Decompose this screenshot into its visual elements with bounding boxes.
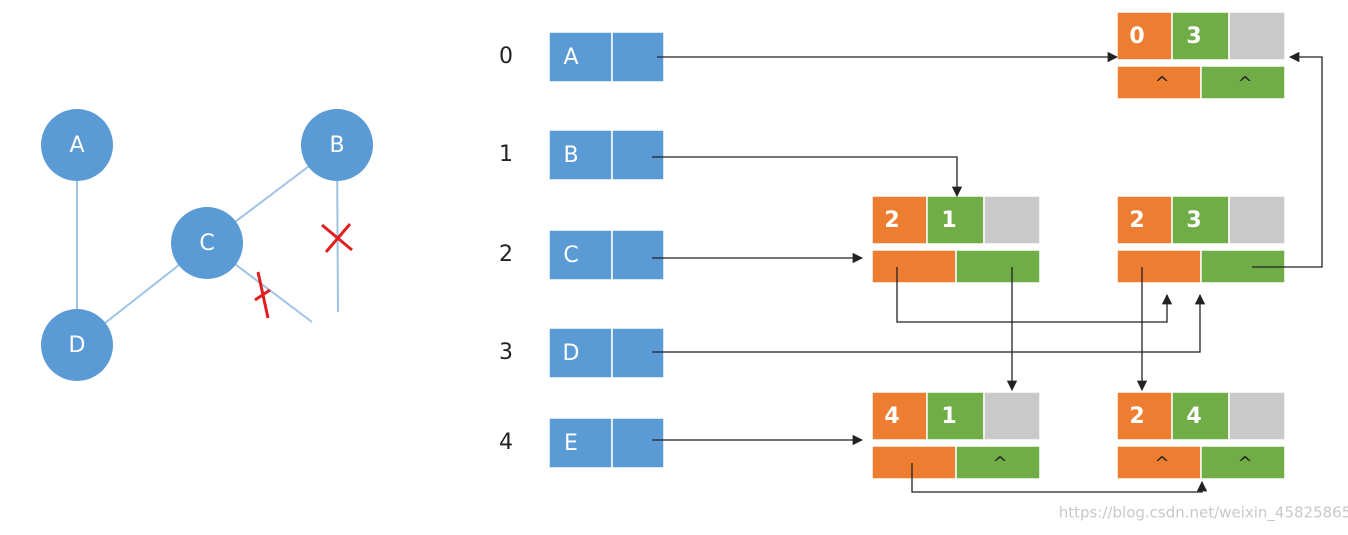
- row-index: 0: [499, 44, 513, 69]
- vertex-cell: [548, 229, 613, 281]
- pointer-cell: [611, 417, 665, 469]
- arrow: [652, 156, 963, 198]
- vertex-cell-label: A: [563, 45, 578, 70]
- vertex-label: C: [199, 231, 214, 256]
- edge-cell: [1116, 445, 1202, 480]
- jvex: 1: [941, 208, 956, 233]
- vertex-label: A: [69, 133, 84, 158]
- vertex-label: D: [69, 333, 86, 358]
- ivex: 2: [1129, 404, 1144, 429]
- edge-cell: [1228, 391, 1286, 441]
- jlink: ^: [992, 453, 1007, 474]
- row-index: 3: [499, 340, 513, 365]
- vertex-cell-label: D: [563, 341, 580, 366]
- edge-cell: [1171, 11, 1230, 61]
- pointer-cell: [611, 31, 665, 83]
- vertex-circle: [171, 207, 243, 279]
- ivex: 2: [884, 208, 899, 233]
- edge-cell: [871, 249, 957, 284]
- edge-nodes: 0 3 ^ ^ 2 1 2 3 4 1 ^ 2 4 ^ ^: [871, 11, 1286, 480]
- vertex-label: B: [329, 133, 344, 158]
- jlink: ^: [1237, 73, 1252, 94]
- row-index: 4: [499, 430, 513, 455]
- ilink: ^: [1154, 453, 1169, 474]
- jlink: ^: [1237, 453, 1252, 474]
- jvex: 3: [1186, 24, 1201, 49]
- ivex: 4: [884, 404, 899, 429]
- cross-mark: [321, 223, 353, 253]
- vertex-circle: [41, 309, 113, 381]
- ivex: 2: [1129, 208, 1144, 233]
- edge-cell: [955, 445, 1041, 480]
- edge-cell: [1200, 445, 1286, 480]
- edge-cell: [1116, 195, 1173, 245]
- vertex-cell-label: E: [564, 431, 578, 456]
- edge-cell: [1116, 249, 1202, 284]
- vertex-cell: [548, 129, 613, 181]
- row-index: 1: [499, 142, 513, 167]
- edge-cell: [1228, 11, 1286, 61]
- adjacency-list: 0 A 1 B 2 C 3 D 4 E: [499, 31, 665, 469]
- vertex-cell: [548, 327, 613, 379]
- edge-cell: [955, 249, 1041, 284]
- graph-nodes: A B C D: [41, 109, 373, 381]
- pointer-cell: [611, 327, 665, 379]
- edge-cell: [983, 391, 1041, 441]
- arrow: [911, 463, 1208, 493]
- edge-cell: [1116, 11, 1173, 61]
- vertex-cell-label: B: [563, 143, 578, 168]
- vertex-circle: [301, 109, 373, 181]
- edge-cell: [1171, 391, 1230, 441]
- cross-mark: [254, 271, 271, 319]
- vertex-circle: [41, 109, 113, 181]
- arrow: [896, 267, 1173, 323]
- watermark: https://blog.csdn.net/weixin_45825865: [1059, 504, 1348, 523]
- jvex: 4: [1186, 404, 1201, 429]
- edge-cell: [1116, 65, 1202, 100]
- jvex: 1: [941, 404, 956, 429]
- edge-cell: [871, 445, 957, 480]
- edge-cell: [926, 391, 985, 441]
- ilink: ^: [1154, 73, 1169, 94]
- vertex-cell-label: C: [563, 243, 578, 268]
- arrows: [652, 51, 1323, 493]
- arrow: [1252, 51, 1323, 268]
- row-index: 2: [499, 242, 513, 267]
- vertex-cell: [548, 417, 613, 469]
- edge-cell: [1200, 65, 1286, 100]
- jvex: 3: [1186, 208, 1201, 233]
- arrow: [652, 293, 1206, 353]
- pointer-cell: [611, 229, 665, 281]
- edge-cell: [1228, 195, 1286, 245]
- vertex-cell: [548, 31, 613, 83]
- edge-cell: [983, 195, 1041, 245]
- pointer-cell: [611, 129, 665, 181]
- ivex: 0: [1129, 24, 1144, 49]
